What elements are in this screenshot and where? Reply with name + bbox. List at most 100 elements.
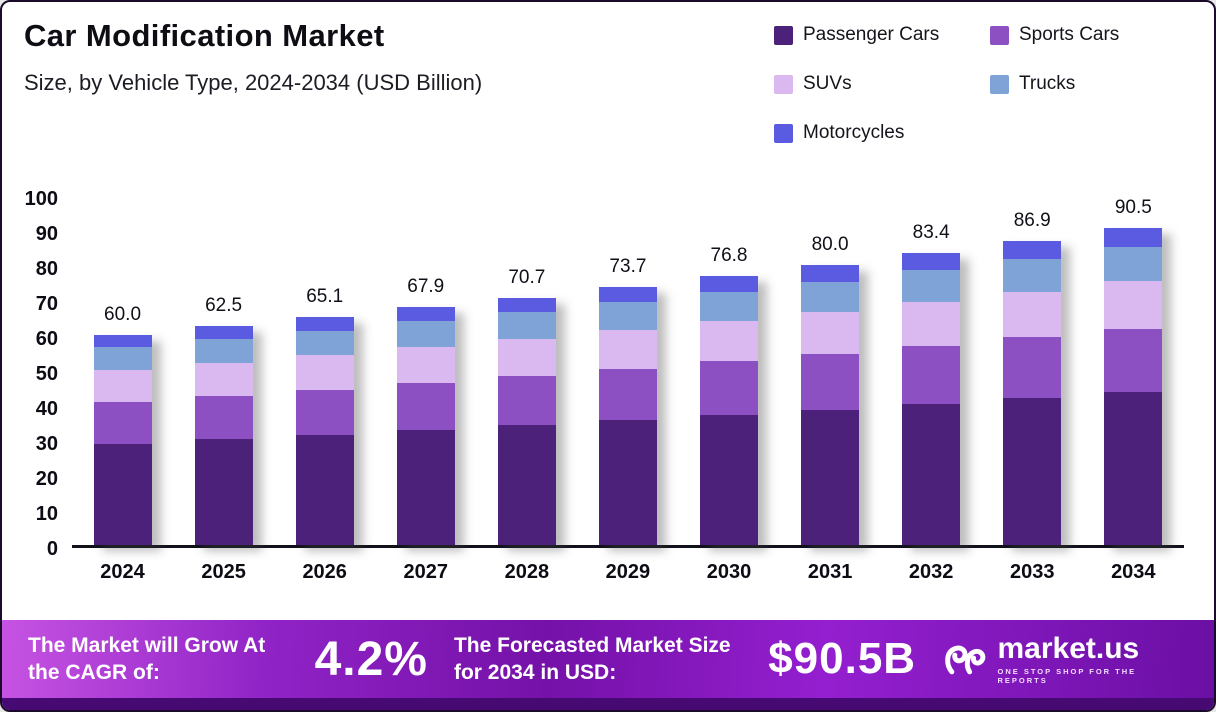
total-label-2026: 65.1 <box>306 286 344 308</box>
segment-motorcycles-2024 <box>93 335 152 348</box>
segment-motorcycles-2032 <box>902 253 961 271</box>
segment-motorcycles-2026 <box>295 317 354 331</box>
plot-area: 60.0 2024 62.5 2025 65.1 2026 67.9 2027 70.7 2028… <box>72 197 1184 583</box>
segment-trucks-2024 <box>93 347 152 370</box>
segment-passenger-cars-2029 <box>598 420 657 545</box>
total-label-2034: 90.5 <box>1114 197 1152 219</box>
cagr-label: The Market will Grow At the CAGR of: <box>28 633 266 684</box>
segment-passenger-cars-2025 <box>194 439 253 545</box>
segment-sports-cars-2025 <box>194 395 253 440</box>
segment-sports-cars-2033 <box>1003 337 1062 398</box>
bar-2030 <box>700 276 758 545</box>
x-label-2034: 2034 <box>1111 561 1156 583</box>
segment-motorcycles-2031 <box>801 265 860 282</box>
total-label-2033: 86.9 <box>1013 209 1051 231</box>
bar-2034 <box>1104 228 1163 545</box>
segment-trucks-2027 <box>396 321 455 347</box>
legend-label-suvs: SUVs <box>803 73 852 94</box>
bar-2026 <box>295 317 354 545</box>
bar-2033 <box>1003 240 1062 545</box>
y-tick-10: 10 <box>35 503 58 525</box>
segment-sports-cars-2034 <box>1104 328 1163 393</box>
bar-group-2033: 86.9 2033 <box>1003 198 1062 583</box>
segment-passenger-cars-2028 <box>497 425 556 545</box>
segment-suvs-2024 <box>93 370 152 402</box>
bar-2024 <box>93 335 152 545</box>
bar-group-2024: 60.0 2024 <box>93 198 152 583</box>
segment-suvs-2026 <box>295 355 354 390</box>
legend-item-trucks: Trucks <box>990 73 1206 95</box>
x-label-2026: 2026 <box>302 561 347 583</box>
footer-banner: The Market will Grow At the CAGR of: 4.2… <box>2 620 1214 710</box>
chart-title: Car Modification Market <box>24 18 385 53</box>
segment-motorcycles-2033 <box>1003 240 1062 259</box>
y-tick-70: 70 <box>35 293 58 315</box>
brand-text: market.us ONE STOP SHOP FOR THE REPORTS <box>998 633 1189 685</box>
segment-passenger-cars-2024 <box>93 443 152 545</box>
segment-suvs-2031 <box>801 311 860 354</box>
bar-2032 <box>902 253 961 545</box>
legend-item-motorcycles: Motorcycles <box>774 122 990 144</box>
segment-motorcycles-2027 <box>396 307 455 322</box>
total-label-2029: 73.7 <box>609 256 647 278</box>
chart-subtitle: Size, by Vehicle Type, 2024-2034 (USD Bi… <box>24 70 483 95</box>
y-axis: 0 10 20 30 40 50 60 70 80 90 100 <box>2 188 64 560</box>
segment-sports-cars-2032 <box>902 345 961 404</box>
y-tick-40: 40 <box>35 398 58 420</box>
total-label-2031: 80.0 <box>811 234 849 255</box>
segment-trucks-2026 <box>295 330 354 356</box>
segment-suvs-2029 <box>598 330 657 369</box>
segment-passenger-cars-2033 <box>1003 398 1062 545</box>
legend-swatch-passenger-cars <box>774 25 793 45</box>
total-label-2027: 67.9 <box>407 276 445 298</box>
legend-swatch-suvs <box>774 74 793 94</box>
legend-item-passenger-cars: Passenger Cars <box>774 24 990 46</box>
segment-suvs-2027 <box>396 346 455 383</box>
x-label-2028: 2028 <box>504 561 550 583</box>
y-tick-20: 20 <box>35 468 58 490</box>
legend-swatch-trucks <box>990 74 1009 94</box>
segment-passenger-cars-2026 <box>295 435 354 545</box>
segment-suvs-2030 <box>700 321 758 362</box>
marketus-logo: market.us ONE STOP SHOP FOR THE REPORTS <box>942 633 1189 685</box>
legend-item-suvs: SUVs <box>774 73 990 95</box>
segment-motorcycles-2030 <box>700 276 758 292</box>
bar-group-2025: 62.5 2025 <box>194 198 253 583</box>
y-tick-50: 50 <box>35 363 58 385</box>
y-tick-30: 30 <box>35 433 58 455</box>
x-label-2030: 2030 <box>706 561 752 583</box>
x-label-2027: 2027 <box>403 561 449 583</box>
segment-suvs-2034 <box>1104 281 1163 329</box>
legend-item-sports-cars: Sports Cars <box>990 24 1206 46</box>
legend-label-passenger-cars: Passenger Cars <box>803 24 940 45</box>
legend: Passenger Cars Sports Cars SUVs Trucks Motor… <box>774 24 1206 144</box>
bar-2025 <box>194 326 253 545</box>
segment-trucks-2028 <box>497 312 556 339</box>
bar-group-2032: 83.4 2032 <box>902 198 961 583</box>
total-label-2024: 60.0 <box>104 304 142 325</box>
segment-trucks-2034 <box>1104 246 1163 282</box>
segment-sports-cars-2027 <box>396 382 455 431</box>
legend-label-sports-cars: Sports Cars <box>1019 24 1120 45</box>
bar-group-2034: 90.5 2034 <box>1104 197 1163 583</box>
segment-trucks-2033 <box>1003 258 1062 292</box>
legend-label-trucks: Trucks <box>1019 73 1076 94</box>
segment-passenger-cars-2027 <box>396 430 455 545</box>
y-tick-0: 0 <box>46 538 58 560</box>
segment-suvs-2033 <box>1003 291 1062 338</box>
chart-header: Car Modification Market Size, by Vehicle… <box>24 18 482 96</box>
footer-gradient-band: The Market will Grow At the CAGR of: 4.2… <box>2 620 1214 698</box>
segment-motorcycles-2034 <box>1104 228 1163 247</box>
segment-passenger-cars-2030 <box>700 415 758 545</box>
bar-2031 <box>801 265 860 545</box>
segment-passenger-cars-2032 <box>902 403 961 545</box>
bar-group-2027: 67.9 2027 <box>396 198 455 583</box>
legend-label-motorcycles: Motorcycles <box>803 122 905 143</box>
total-label-2032: 83.4 <box>912 222 950 244</box>
y-tick-90: 90 <box>35 223 58 245</box>
marketus-logo-icon <box>945 645 986 675</box>
x-label-2032: 2032 <box>908 561 954 583</box>
forecast-label: The Forecasted Market Size for 2034 in U… <box>453 633 731 684</box>
x-label-2031: 2031 <box>807 561 853 583</box>
